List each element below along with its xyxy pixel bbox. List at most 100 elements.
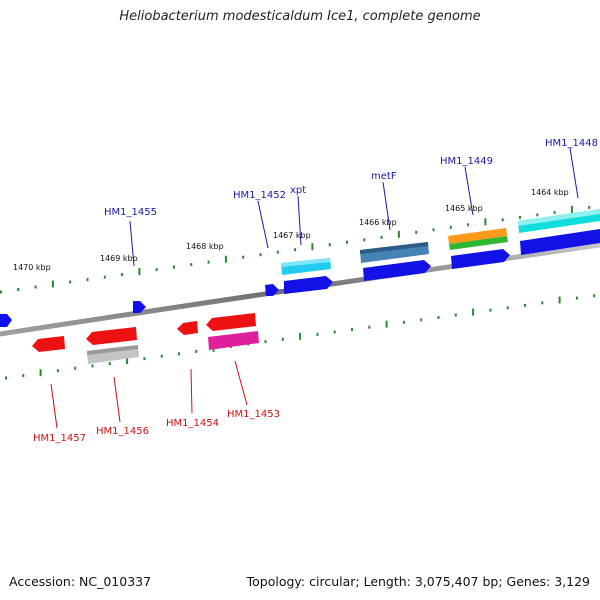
reverse-gene-arrow[interactable]: [206, 313, 256, 331]
scale-minor-tick: [593, 294, 596, 298]
scale-major-tick: [138, 268, 141, 276]
gene-label-HM1_1454[interactable]: HM1_1454: [166, 418, 219, 429]
map-title: Heliobacterium modesticaldum Ice1, compl…: [119, 9, 481, 24]
scale-major-tick: [472, 308, 475, 316]
scale-major-tick: [558, 296, 561, 304]
scale-minor-tick: [467, 223, 470, 227]
scale-minor-tick: [351, 328, 353, 332]
forward-gene-arrow[interactable]: [360, 242, 428, 254]
scale-major-tick: [397, 230, 400, 238]
scale-major-tick: [39, 369, 42, 377]
scale-minor-tick: [294, 248, 297, 252]
gene-label-HM1_1456[interactable]: HM1_1456: [96, 426, 149, 437]
scale-major-tick: [51, 280, 54, 288]
gene-label-xpt[interactable]: xpt: [290, 185, 306, 196]
forward-gene-arrow[interactable]: [363, 260, 431, 281]
gene-label-metF[interactable]: metF: [371, 171, 397, 182]
gene-label-HM1_1452[interactable]: HM1_1452: [233, 190, 286, 201]
scale-minor-tick: [489, 308, 492, 312]
scale-minor-tick: [506, 306, 509, 310]
forward-gene-arrow[interactable]: [281, 258, 330, 267]
scale-minor-tick: [0, 290, 2, 294]
gene-label-HM1_1457[interactable]: HM1_1457: [33, 433, 86, 444]
upper-scale: [0, 205, 591, 294]
forward-gene-arrow[interactable]: [518, 209, 600, 226]
scale-label: 1470 kbp: [13, 263, 51, 272]
scale-minor-tick: [368, 325, 371, 329]
scale-minor-tick: [449, 225, 452, 229]
scale-minor-tick: [56, 369, 59, 373]
forward-gene-arrow[interactable]: [520, 229, 600, 255]
scale-minor-tick: [5, 376, 7, 380]
scale-minor-tick: [160, 354, 163, 358]
forward-leader-lines: [129, 147, 579, 267]
reverse-gene-arrow[interactable]: [208, 331, 259, 350]
scale-minor-tick: [333, 330, 336, 334]
scale-minor-tick: [195, 349, 198, 353]
scale-minor-tick: [281, 337, 284, 341]
scale-minor-tick: [17, 288, 20, 291]
gene-label-HM1_1455[interactable]: HM1_1455: [104, 207, 157, 218]
scale-minor-tick: [536, 213, 539, 217]
scale-minor-tick: [553, 210, 556, 214]
scale-major-tick: [484, 218, 487, 226]
scale-minor-tick: [143, 357, 146, 361]
scale-minor-tick: [276, 250, 279, 254]
scale-minor-tick: [121, 273, 124, 277]
reverse-leader-lines: [50, 360, 248, 429]
scale-minor-tick: [454, 313, 457, 317]
forward-gene-arrow[interactable]: [451, 249, 510, 269]
scale-minor-tick: [103, 275, 106, 279]
scale-major-tick: [126, 357, 129, 365]
scale-minor-tick: [316, 332, 319, 336]
scale-minor-tick: [264, 340, 267, 344]
scale-minor-tick: [346, 240, 348, 244]
scale-minor-tick: [432, 228, 435, 232]
scale-minor-tick: [207, 260, 210, 264]
scale-minor-tick: [575, 296, 578, 300]
forward-gene-arrow[interactable]: [133, 301, 146, 313]
gene-label-HM1_1449[interactable]: HM1_1449: [440, 156, 493, 167]
scale-minor-tick: [242, 255, 245, 259]
scale-major-tick: [385, 320, 388, 328]
scale-minor-tick: [190, 263, 193, 267]
scale-minor-tick: [34, 285, 37, 289]
gene-label-HM1_1448[interactable]: HM1_1448: [545, 138, 598, 149]
forward-gene-arrow[interactable]: [284, 276, 333, 294]
reverse-gene-arrow[interactable]: [87, 345, 138, 355]
scale-minor-tick: [69, 280, 72, 284]
forward-gene-arrow[interactable]: [448, 228, 507, 244]
reverse-gene-arrow[interactable]: [32, 336, 65, 352]
scale-minor-tick: [437, 316, 440, 319]
scale-minor-tick: [86, 278, 89, 282]
scale-minor-tick: [178, 352, 180, 356]
scale-minor-tick: [363, 238, 366, 242]
scale-major-tick: [570, 205, 573, 213]
reverse-gene-arrow[interactable]: [177, 321, 198, 335]
forward-gene-arrow[interactable]: [265, 284, 279, 296]
gene-label-HM1_1453[interactable]: HM1_1453: [227, 409, 280, 420]
scale-minor-tick: [74, 366, 77, 370]
scale-minor-tick: [420, 318, 423, 322]
scale-major-tick: [311, 243, 314, 251]
scale-minor-tick: [259, 253, 262, 257]
forward-gene-arrow[interactable]: [449, 236, 508, 250]
scale-minor-tick: [173, 265, 175, 269]
scale-label: 1466 kbp: [359, 218, 397, 227]
scale-minor-tick: [541, 301, 544, 305]
scale-major-tick: [224, 255, 227, 263]
scale-minor-tick: [588, 205, 591, 209]
scale-label: 1468 kbp: [186, 242, 224, 251]
reverse-gene-arrow[interactable]: [86, 327, 137, 345]
scale-minor-tick: [380, 235, 383, 239]
scale-label: 1469 kbp: [100, 254, 138, 263]
lower-scale: [5, 294, 596, 380]
scale-major-tick: [299, 332, 302, 340]
forward-gene-arrow[interactable]: [0, 314, 12, 327]
scale-label: 1464 kbp: [531, 188, 569, 197]
scale-minor-tick: [91, 364, 94, 368]
scale-minor-tick: [108, 362, 111, 365]
scale-label: 1465 kbp: [445, 204, 483, 213]
scale-minor-tick: [501, 218, 504, 222]
